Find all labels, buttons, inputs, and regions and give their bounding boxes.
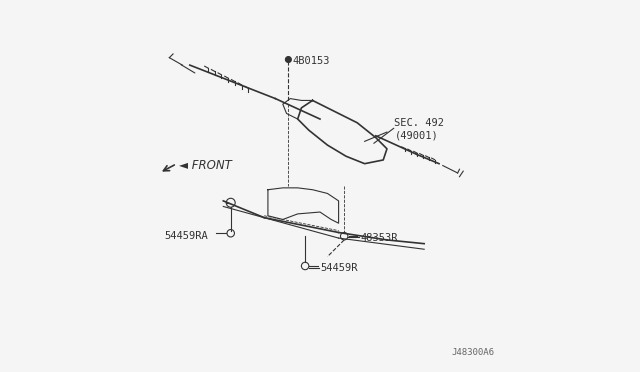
Text: 54459RA: 54459RA	[164, 231, 209, 241]
Text: 48353R: 48353R	[360, 233, 397, 243]
Text: SEC. 492: SEC. 492	[394, 118, 444, 128]
Text: J48300A6: J48300A6	[452, 348, 495, 357]
Text: ◄ FRONT: ◄ FRONT	[179, 159, 232, 172]
Circle shape	[285, 57, 291, 62]
Text: (49001): (49001)	[394, 131, 438, 141]
Text: 4B0153: 4B0153	[292, 57, 330, 66]
Text: 54459R: 54459R	[320, 263, 358, 273]
